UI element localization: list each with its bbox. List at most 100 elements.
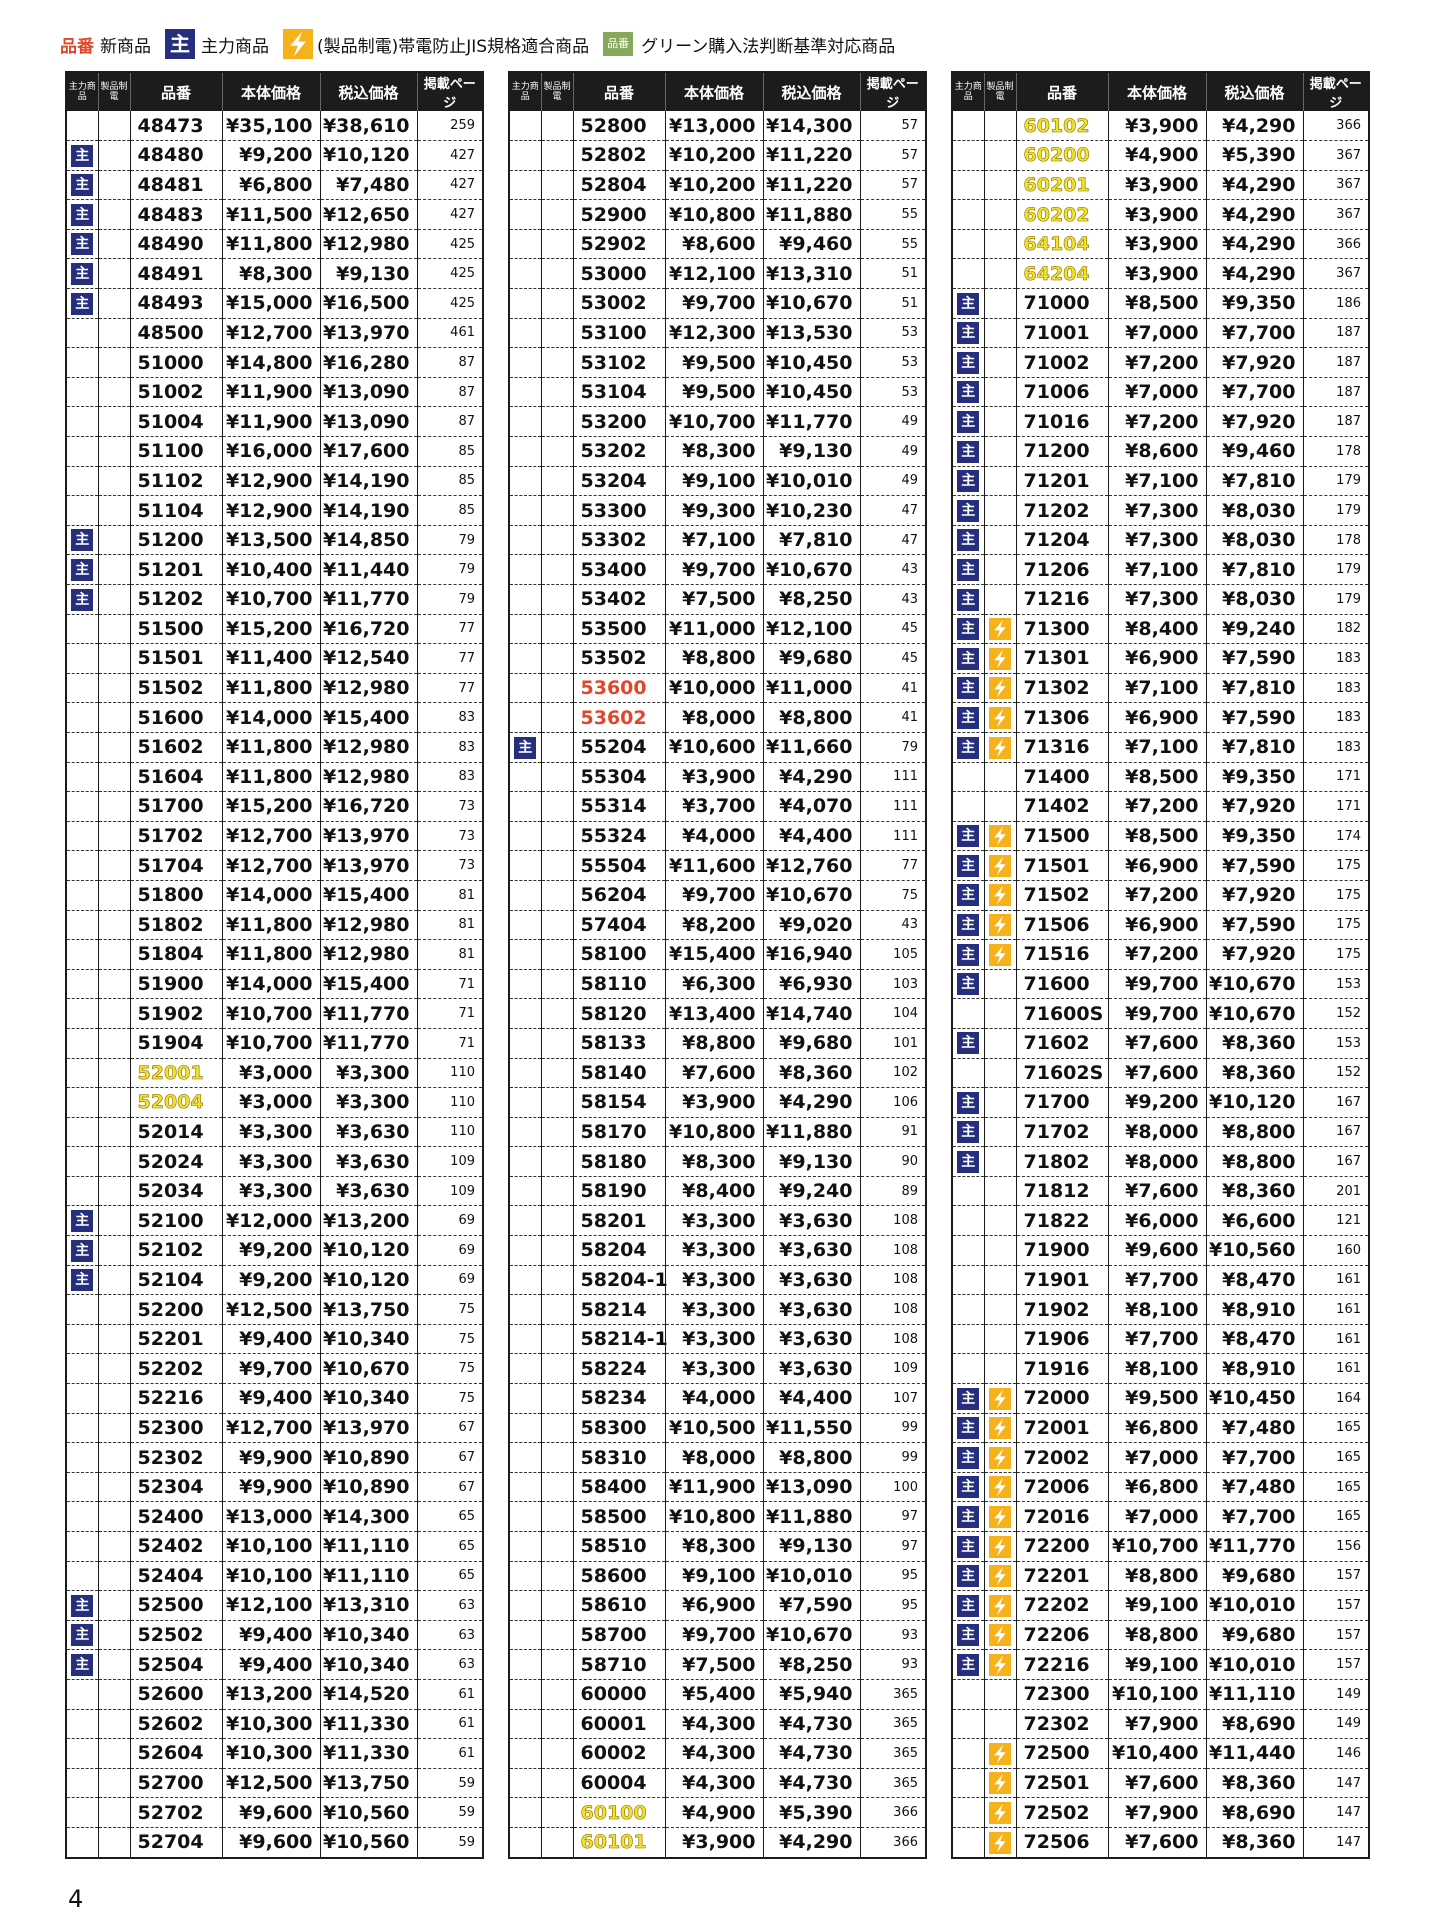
tax-price: ¥7,700: [1206, 1442, 1304, 1473]
base-price: ¥10,700: [665, 406, 764, 438]
table-row: 53400 ¥9,700 ¥10,670 43: [510, 554, 925, 585]
catalog-page: 161: [1303, 1265, 1368, 1296]
table-row: 51600 ¥14,000 ¥15,400 83: [67, 702, 482, 733]
table-row: 58170 ¥10,800 ¥11,880 91: [510, 1117, 925, 1148]
base-price: ¥8,000: [665, 1442, 764, 1473]
tax-price: ¥12,980: [320, 910, 418, 941]
catalog-page: 53: [860, 318, 925, 349]
base-price: ¥12,900: [222, 495, 321, 526]
product-code: 72202: [1016, 1590, 1109, 1621]
main-flag-cell: 主: [953, 910, 985, 941]
product-code: 71702: [1016, 1117, 1109, 1148]
tax-price: ¥16,500: [320, 288, 418, 319]
tax-price: ¥3,630: [763, 1235, 861, 1266]
price-table: 主力商品 製品制電 品番 本体価格 税込価格 掲載ページ 60102 ¥3,900…: [953, 73, 1368, 1858]
product-code: 51100: [130, 436, 223, 467]
base-price: ¥11,800: [222, 229, 321, 260]
catalog-page: 85: [417, 436, 482, 467]
main-product-icon: 主: [71, 233, 94, 256]
antistatic-flag-cell: [98, 1087, 131, 1118]
antistatic-flag-cell: [98, 732, 131, 763]
table-row: 主 72001 ¥6,800 ¥7,480 165: [953, 1413, 1368, 1444]
table-row: 52700 ¥12,500 ¥13,750 59: [67, 1768, 482, 1799]
antistatic-flag-cell: [98, 791, 131, 822]
tax-price: ¥5,940: [763, 1679, 861, 1710]
catalog-page: 73: [417, 821, 482, 852]
catalog-page: 95: [860, 1561, 925, 1592]
table-row: 58400 ¥11,900 ¥13,090 100: [510, 1472, 925, 1503]
catalog-page: 73: [417, 791, 482, 822]
base-price: ¥12,100: [665, 258, 764, 290]
table-row: 60004 ¥4,300 ¥4,730 365: [510, 1768, 925, 1799]
base-price: ¥3,300: [222, 1146, 321, 1177]
product-code: 51902: [130, 998, 223, 1029]
catalog-page: 461: [417, 318, 482, 349]
tax-price: ¥4,730: [763, 1709, 861, 1740]
main-product-icon: 主: [957, 410, 980, 433]
tax-price: ¥4,730: [763, 1768, 861, 1799]
catalog-page: 425: [417, 229, 482, 260]
base-price: ¥6,900: [1108, 643, 1207, 674]
antistatic-flag-cell: [541, 258, 574, 290]
base-price: ¥11,900: [222, 406, 321, 438]
main-flag-cell: [67, 318, 99, 349]
tax-price: ¥3,630: [763, 1324, 861, 1355]
lightning-bolt-icon: [989, 618, 1011, 641]
tax-price: ¥11,880: [763, 1117, 861, 1148]
main-flag-cell: [67, 1827, 99, 1858]
product-code: 51802: [130, 910, 223, 941]
catalog-page: 77: [417, 614, 482, 645]
table-row: 71906 ¥7,700 ¥8,470 161: [953, 1324, 1368, 1355]
table-row: 主 71216 ¥7,300 ¥8,030 179: [953, 584, 1368, 615]
main-product-icon: 主: [957, 1121, 980, 1144]
main-flag-cell: 主: [953, 525, 985, 556]
main-product-icon: 主: [957, 1150, 980, 1173]
base-price: ¥10,000: [665, 673, 764, 704]
header-main: 主力商品: [510, 73, 542, 111]
table-row: 58234 ¥4,000 ¥4,400 107: [510, 1383, 925, 1414]
table-row: 60000 ¥5,400 ¥5,940 365: [510, 1679, 925, 1710]
tax-price: ¥4,290: [763, 1827, 861, 1858]
header-base-price: 本体価格: [222, 73, 321, 111]
main-flag-cell: [67, 1413, 99, 1444]
base-price: ¥7,100: [665, 525, 764, 556]
main-flag-cell: [953, 1058, 985, 1089]
tax-price: ¥17,600: [320, 436, 418, 467]
catalog-page: 69: [417, 1205, 482, 1237]
antistatic-flag-cell: [541, 1768, 574, 1799]
table-header: 主力商品 製品制電 品番 本体価格 税込価格 掲載ページ: [510, 73, 925, 111]
table-row: 51602 ¥11,800 ¥12,980 83: [67, 732, 482, 763]
main-flag-cell: 主: [953, 584, 985, 615]
table-row: 52302 ¥9,900 ¥10,890 67: [67, 1442, 482, 1473]
product-code: 48493: [130, 288, 223, 319]
catalog-page: 182: [1303, 614, 1368, 645]
main-flag-cell: 主: [953, 850, 985, 881]
base-price: ¥9,700: [665, 554, 764, 585]
tax-price: ¥10,340: [320, 1324, 418, 1355]
antistatic-flag-cell: [541, 1413, 574, 1444]
antistatic-flag-cell: [541, 1620, 574, 1651]
tax-price: ¥10,560: [320, 1827, 418, 1858]
tax-price: ¥13,090: [320, 377, 418, 408]
base-price: ¥8,000: [1108, 1146, 1207, 1177]
tax-price: ¥8,360: [1206, 1176, 1304, 1207]
base-price: ¥3,000: [222, 1087, 321, 1118]
catalog-page: 174: [1303, 821, 1368, 852]
product-code: 52102: [130, 1235, 223, 1266]
product-code: 60001: [573, 1709, 666, 1740]
tax-price: ¥11,330: [320, 1709, 418, 1740]
antistatic-flag-cell: [98, 229, 131, 260]
product-code: 71822: [1016, 1205, 1109, 1237]
catalog-page: 59: [417, 1797, 482, 1828]
table-row: 71400 ¥8,500 ¥9,350 171: [953, 762, 1368, 793]
antistatic-flag-cell: [984, 436, 1017, 467]
main-product-icon: 主: [957, 618, 980, 641]
main-flag-cell: [67, 436, 99, 467]
antistatic-flag-cell: [541, 1146, 574, 1177]
antistatic-flag-cell: [984, 1087, 1017, 1118]
product-code: 53000: [573, 258, 666, 290]
main-flag-cell: [67, 821, 99, 852]
price-column-2: 主力商品 製品制電 品番 本体価格 税込価格 掲載ページ 52800 ¥13,00…: [508, 71, 927, 1860]
catalog-page: 109: [417, 1146, 482, 1177]
main-flag-cell: [953, 1235, 985, 1266]
